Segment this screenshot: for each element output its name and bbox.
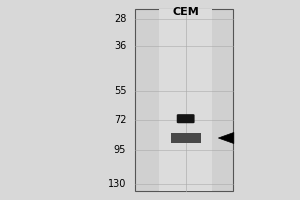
Text: 55: 55 — [114, 86, 126, 96]
Text: 130: 130 — [108, 179, 126, 189]
Polygon shape — [218, 132, 234, 144]
FancyBboxPatch shape — [177, 114, 195, 123]
FancyBboxPatch shape — [135, 9, 233, 191]
Text: 72: 72 — [114, 115, 126, 125]
FancyBboxPatch shape — [171, 133, 200, 143]
Text: CEM: CEM — [172, 7, 199, 17]
FancyBboxPatch shape — [159, 9, 212, 191]
Text: 95: 95 — [114, 145, 126, 155]
Text: 36: 36 — [114, 41, 126, 51]
Text: 28: 28 — [114, 14, 126, 24]
